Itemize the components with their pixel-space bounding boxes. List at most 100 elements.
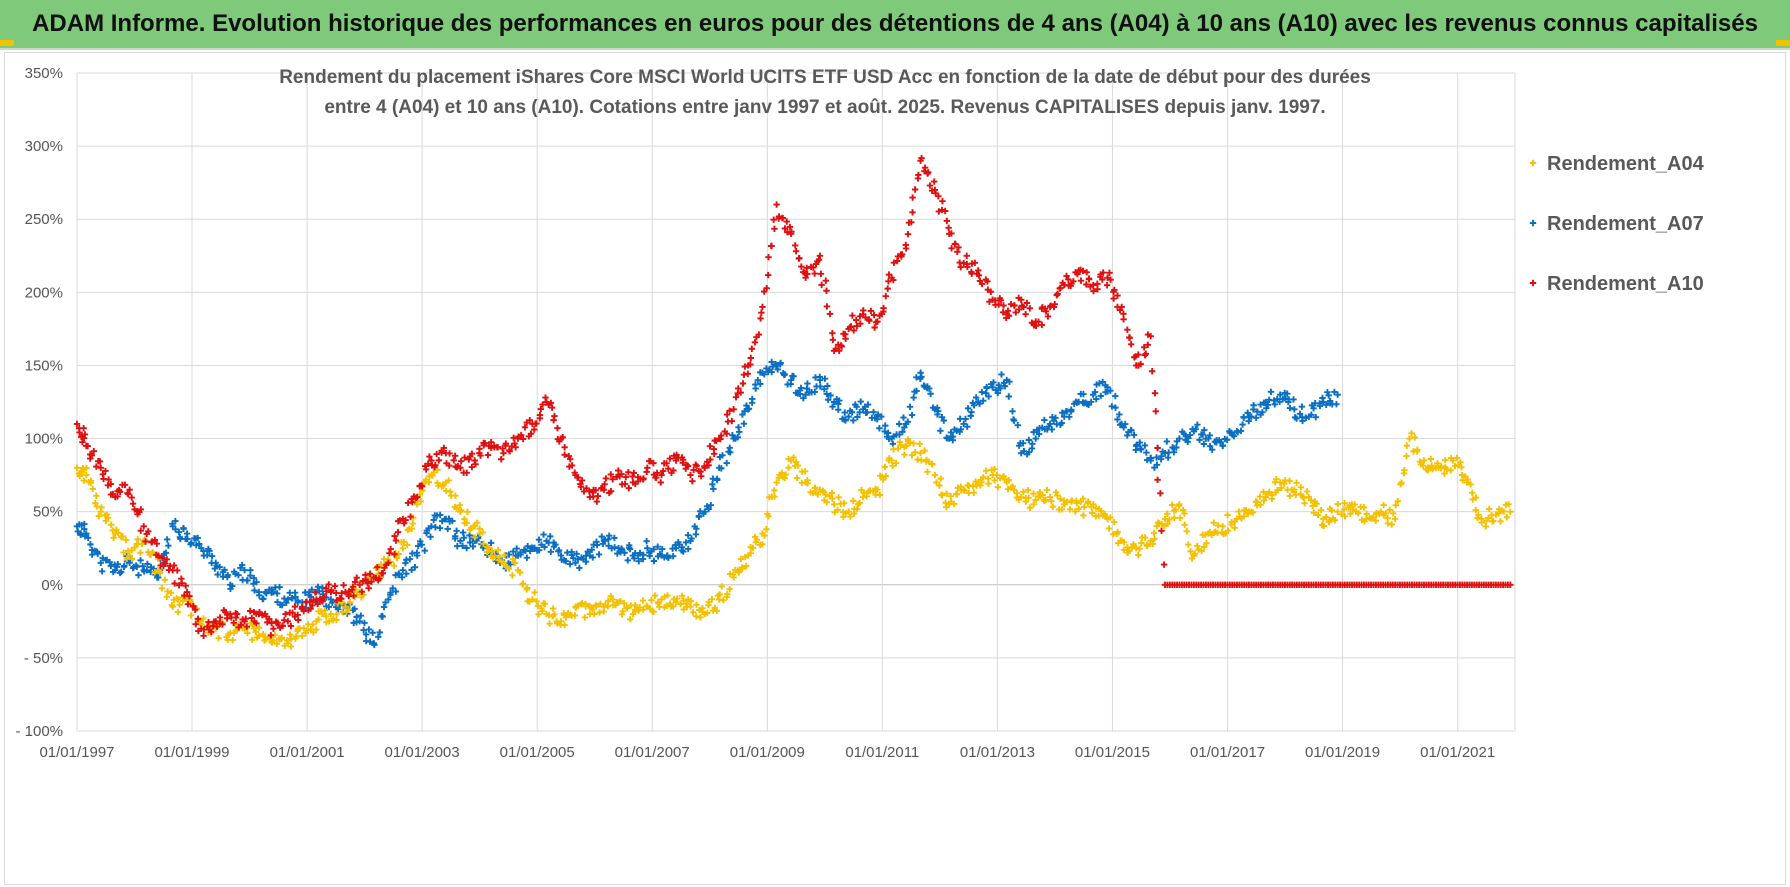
data-point	[602, 475, 610, 482]
data-point	[994, 389, 1001, 397]
data-point	[785, 464, 792, 471]
data-point	[461, 515, 468, 523]
data-point	[1308, 411, 1315, 419]
data-point	[364, 580, 371, 587]
data-point	[927, 390, 934, 397]
data-point	[701, 508, 709, 515]
data-point	[445, 477, 452, 484]
data-point	[1122, 420, 1129, 428]
data-point	[1032, 435, 1039, 442]
data-point	[960, 420, 967, 428]
data-point	[856, 499, 863, 507]
y-tick-label: 250%	[25, 211, 63, 228]
data-point	[1413, 448, 1421, 455]
data-point	[735, 569, 743, 576]
data-point	[357, 612, 365, 619]
data-point	[483, 548, 491, 556]
data-point	[155, 574, 162, 581]
data-point	[1090, 281, 1097, 289]
data-point	[309, 602, 316, 609]
data-point	[749, 395, 756, 403]
data-point	[913, 387, 920, 395]
data-point	[625, 468, 632, 476]
data-point	[494, 444, 501, 451]
data-point	[164, 588, 171, 595]
data-point	[847, 323, 855, 330]
data-point	[1110, 295, 1117, 302]
data-point	[736, 428, 743, 436]
data-point	[1472, 494, 1480, 501]
data-point	[1070, 278, 1077, 285]
data-point	[1147, 333, 1154, 340]
data-point	[93, 463, 100, 470]
data-point	[879, 476, 887, 483]
data-point	[739, 411, 746, 418]
data-point	[1143, 541, 1150, 549]
data-point	[425, 478, 433, 486]
data-point	[562, 614, 570, 621]
data-point	[748, 345, 756, 352]
data-point	[347, 599, 354, 606]
data-point	[1403, 442, 1410, 449]
data-point	[650, 608, 657, 615]
data-point	[830, 501, 838, 508]
data-point	[128, 555, 136, 563]
data-point	[823, 499, 830, 506]
y-tick-label: - 50%	[24, 650, 63, 667]
data-point	[1507, 508, 1514, 515]
data-point	[835, 494, 842, 501]
data-point	[644, 464, 651, 471]
data-point	[718, 583, 725, 590]
data-point	[1322, 513, 1330, 521]
legend-marker	[1529, 279, 1537, 287]
data-point	[1042, 308, 1050, 315]
data-point	[511, 440, 518, 447]
data-point	[562, 557, 570, 565]
data-point	[914, 175, 922, 182]
data-point	[1052, 414, 1059, 422]
data-point	[135, 571, 142, 579]
data-point	[1171, 514, 1178, 521]
data-point	[1441, 470, 1448, 477]
data-point	[200, 632, 207, 640]
data-point	[573, 550, 580, 558]
data-point	[1464, 476, 1471, 483]
data-point	[747, 361, 754, 368]
data-point	[1334, 391, 1341, 398]
data-point	[362, 571, 369, 579]
data-point	[1154, 444, 1161, 452]
data-point	[695, 513, 703, 521]
data-point	[836, 397, 843, 404]
data-point	[741, 407, 748, 415]
data-point	[693, 613, 700, 620]
data-point	[718, 465, 725, 472]
data-point	[351, 605, 358, 612]
data-point	[788, 228, 795, 235]
data-point	[1286, 404, 1294, 412]
data-point	[539, 401, 546, 408]
data-point	[208, 628, 215, 635]
data-point	[183, 588, 191, 596]
data-point	[409, 520, 416, 527]
data-point	[424, 460, 432, 467]
data-point	[79, 438, 86, 446]
data-point	[235, 571, 242, 579]
data-point	[728, 417, 736, 425]
data-point	[1206, 442, 1214, 450]
data-point	[973, 394, 980, 401]
data-point	[816, 252, 824, 259]
data-point	[170, 562, 178, 569]
data-point	[598, 533, 605, 540]
data-point	[509, 556, 517, 563]
data-point	[663, 460, 670, 467]
data-point	[623, 604, 630, 611]
data-point	[817, 383, 824, 390]
data-point	[1058, 506, 1066, 513]
data-point	[174, 596, 182, 603]
data-point	[414, 493, 421, 501]
data-point	[404, 541, 411, 549]
data-point	[1077, 277, 1085, 284]
data-point	[1503, 514, 1511, 521]
data-point	[853, 322, 861, 330]
data-point	[1276, 391, 1284, 398]
